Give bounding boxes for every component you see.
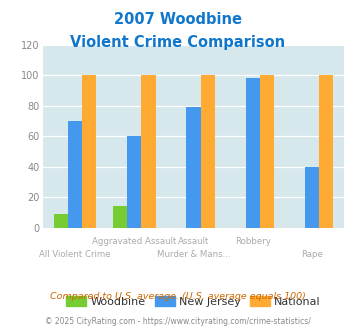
Bar [141, 75, 155, 228]
Bar [319, 75, 333, 228]
Legend: Woodbine, New Jersey, National: Woodbine, New Jersey, National [62, 292, 325, 311]
Text: Aggravated Assault: Aggravated Assault [92, 237, 176, 247]
Bar [246, 78, 260, 228]
Bar [54, 214, 68, 228]
Bar [260, 75, 274, 228]
Bar [127, 136, 141, 228]
Text: Murder & Mans...: Murder & Mans... [157, 250, 230, 259]
Text: 2007 Woodbine: 2007 Woodbine [114, 12, 241, 26]
Bar [68, 121, 82, 228]
Text: Rape: Rape [301, 250, 323, 259]
Bar [305, 167, 319, 228]
Text: Compared to U.S. average. (U.S. average equals 100): Compared to U.S. average. (U.S. average … [50, 292, 305, 301]
Text: All Violent Crime: All Violent Crime [39, 250, 111, 259]
Bar [201, 75, 215, 228]
Bar [113, 206, 127, 228]
Bar [186, 107, 201, 228]
Text: Violent Crime Comparison: Violent Crime Comparison [70, 35, 285, 50]
Text: © 2025 CityRating.com - https://www.cityrating.com/crime-statistics/: © 2025 CityRating.com - https://www.city… [45, 317, 310, 326]
Text: Robbery: Robbery [235, 237, 271, 247]
Bar [82, 75, 97, 228]
Text: Assault: Assault [178, 237, 209, 247]
